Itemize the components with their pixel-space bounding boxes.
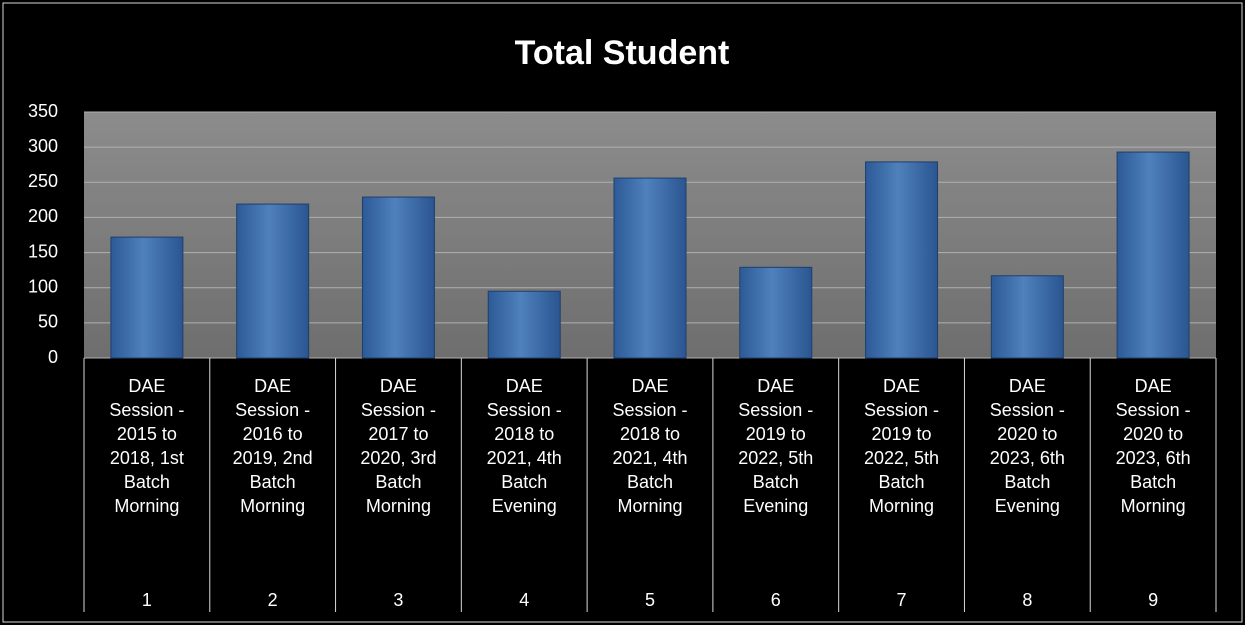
x-group-label: 5 — [644, 590, 655, 610]
x-group-label: 6 — [770, 590, 781, 610]
x-group-label: 2 — [267, 590, 278, 610]
x-tick-label: DAE Session - 2019 to 2022, 5th Batch Mo… — [864, 376, 940, 516]
x-tick-label: DAE Session - 2017 to 2020, 3rd Batch Mo… — [360, 376, 437, 516]
y-tick-label: 100 — [28, 276, 58, 296]
x-group-label: 9 — [1148, 590, 1159, 610]
bar — [865, 161, 939, 359]
bar — [487, 290, 561, 359]
bar — [1116, 151, 1190, 359]
bar — [739, 266, 813, 359]
y-tick-label: 350 — [28, 101, 58, 121]
chart-title: Total Student — [515, 34, 730, 72]
y-tick-label: 150 — [28, 241, 58, 261]
x-tick-label: DAE Session - 2015 to 2018, 1st Batch Mo… — [109, 376, 185, 516]
x-tick-label: DAE Session - 2018 to 2021, 4th Batch Ev… — [486, 376, 562, 516]
y-tick-label: 200 — [28, 206, 58, 226]
x-group-label: 3 — [393, 590, 404, 610]
x-group-label: 8 — [1022, 590, 1033, 610]
y-tick-label: 0 — [48, 347, 58, 367]
bar — [236, 203, 310, 359]
x-tick-label: DAE Session - 2016 to 2019, 2nd Batch Mo… — [232, 376, 313, 516]
x-group-label: 1 — [141, 590, 152, 610]
x-tick-label: DAE Session - 2020 to 2023, 6th Batch Ev… — [989, 376, 1065, 516]
bar — [990, 275, 1064, 359]
x-group-label: 7 — [896, 590, 907, 610]
x-tick-label: DAE Session - 2019 to 2022, 5th Batch Ev… — [738, 376, 814, 516]
bar — [110, 236, 184, 359]
bar — [613, 177, 687, 359]
x-group-label: 4 — [519, 590, 530, 610]
x-tick-label: DAE Session - 2020 to 2023, 6th Batch Mo… — [1115, 376, 1191, 516]
bar — [361, 196, 435, 359]
x-tick-label: DAE Session - 2018 to 2021, 4th Batch Mo… — [612, 376, 688, 516]
y-tick-label: 250 — [28, 171, 58, 191]
y-tick-label: 300 — [28, 136, 58, 156]
y-tick-label: 50 — [38, 312, 58, 332]
